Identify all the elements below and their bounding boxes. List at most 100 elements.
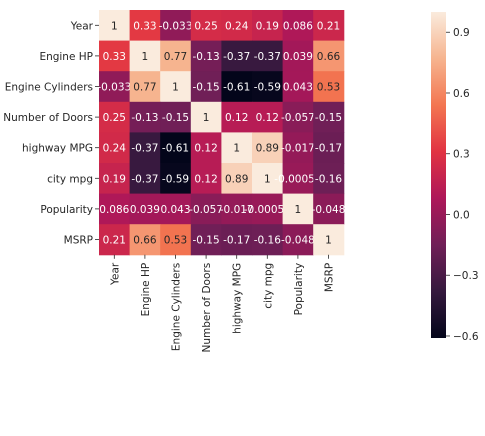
cell-value-label: 1 — [295, 204, 302, 216]
cell-value-label: 0.043 — [160, 204, 190, 216]
heatmap-cell — [99, 40, 131, 72]
cell-value-label: -0.15 — [193, 235, 220, 247]
heatmap-cell — [160, 193, 192, 225]
colorbar-tick-label: 0.6 — [453, 88, 470, 100]
heatmap-cell — [99, 71, 131, 103]
colorbar-tick-label: −0.3 — [453, 270, 479, 282]
cell-value-label: 0.24 — [225, 20, 249, 32]
heatmap-cell — [129, 101, 161, 133]
heatmap-cell — [313, 10, 345, 42]
y-tick-label: Number of Doors — [3, 112, 93, 124]
heatmap-cell — [160, 101, 192, 133]
heatmap-cell — [313, 193, 345, 225]
heatmap-cell — [221, 224, 253, 256]
heatmap-cell — [252, 40, 284, 72]
x-tick-label: MSRP — [324, 263, 336, 292]
heatmap-cell — [282, 40, 314, 72]
heatmap-cell — [190, 40, 222, 72]
heatmap-cell — [129, 40, 161, 72]
heatmap-cell — [190, 132, 222, 164]
heatmap-cell — [160, 40, 192, 72]
heatmap-cells: 1 0.33 -0.033 0.25 0.24 0.19 0.086 0.210.33 1 0.7… — [97, 10, 346, 256]
heatmap-cell — [221, 193, 253, 225]
heatmap-cell — [252, 71, 284, 103]
cell-value-label: 1 — [203, 112, 210, 124]
cell-value-label: -0.033 — [97, 82, 131, 94]
heatmap-cell — [221, 71, 253, 103]
heatmap-cell — [99, 101, 131, 133]
y-tick-label: city mpg — [47, 173, 93, 185]
cell-value-label: -0.61 — [223, 82, 250, 94]
cell-value-label: 0.086 — [99, 204, 129, 216]
heatmap-cell — [252, 10, 284, 42]
x-tick-label: Engine HP — [140, 263, 152, 317]
colorbar-tick-label: 0.9 — [453, 27, 470, 39]
x-tick-label: Popularity — [293, 263, 305, 316]
heatmap-cell — [129, 71, 161, 103]
heatmap-cell — [160, 71, 192, 103]
heatmap-cell — [99, 10, 131, 42]
heatmap-cell — [160, 10, 192, 42]
cell-value-label: -0.16 — [315, 173, 342, 185]
cell-value-label: 0.53 — [164, 235, 187, 247]
cell-value-label: -0.59 — [162, 173, 189, 185]
cell-value-label: 0.21 — [103, 235, 126, 247]
cell-value-label: 0.043 — [283, 82, 313, 94]
heatmap-cell — [190, 71, 222, 103]
heatmap-cell — [129, 193, 161, 225]
heatmap-cell — [313, 132, 345, 164]
cell-value-label: -0.15 — [162, 112, 189, 124]
y-tick-label: MSRP — [64, 235, 93, 247]
heatmap-cell — [282, 132, 314, 164]
colorbar-tick-label: 0.3 — [453, 149, 470, 161]
heatmap-cell — [190, 224, 222, 256]
heatmap-cell — [313, 71, 345, 103]
cell-value-label: 1 — [325, 235, 332, 247]
cell-value-label: 1 — [142, 51, 149, 63]
heatmap-cell — [129, 163, 161, 195]
cell-value-label: 0.19 — [103, 173, 126, 185]
heatmap-cell — [129, 10, 161, 42]
heatmap-cell — [252, 132, 284, 164]
cell-value-label: -0.048 — [281, 235, 315, 247]
heatmap-cell — [99, 224, 131, 256]
cell-value-label: 0.89 — [256, 143, 279, 155]
cell-value-label: 0.89 — [225, 173, 248, 185]
heatmap-cell — [313, 224, 345, 256]
x-tick-label: city mpg — [262, 263, 274, 309]
colorbar-ticks: 0.9 0.6 0.3 0.0 −0.3 −0.6 — [446, 27, 479, 343]
x-tick-label: Engine Cylinders — [171, 263, 183, 351]
cell-value-label: 0.12 — [194, 143, 217, 155]
cell-value-label: 0.039 — [130, 204, 160, 216]
cell-value-label: 0.33 — [103, 51, 126, 63]
cell-value-label: -0.13 — [131, 112, 158, 124]
heatmap-cell — [252, 163, 284, 195]
cell-value-label: -0.15 — [315, 112, 342, 124]
cell-value-label: -0.048 — [312, 204, 346, 216]
heatmap-cell — [221, 40, 253, 72]
colorbar-tick-label: 0.0 — [453, 209, 470, 221]
colorbar — [431, 12, 446, 338]
heatmap-cell — [190, 193, 222, 225]
cell-value-label: -0.16 — [254, 235, 281, 247]
cell-value-label: -0.13 — [193, 51, 220, 63]
cell-value-label: -0.59 — [254, 82, 281, 94]
heatmap-cell — [282, 193, 314, 225]
cell-value-label: -0.37 — [223, 51, 250, 63]
cell-value-label: -0.37 — [254, 51, 281, 63]
colorbar-tick-label: −0.6 — [453, 331, 479, 343]
cell-value-label: 1 — [264, 173, 271, 185]
y-tick-label: Year — [70, 20, 94, 32]
cell-value-label: 0.66 — [133, 235, 157, 247]
heatmap-cell — [160, 163, 192, 195]
y-tick-label: Popularity — [40, 204, 93, 216]
x-tick-label: Number of Doors — [201, 263, 213, 353]
cell-value-label: -0.017 — [220, 204, 254, 216]
heatmap-cell — [313, 101, 345, 133]
x-tick-label: highway MPG — [232, 263, 244, 334]
cell-value-label: 0.66 — [317, 51, 341, 63]
y-tick-label: highway MPG — [22, 143, 93, 155]
cell-value-label: -0.057 — [281, 112, 315, 124]
cell-value-label: -0.033 — [159, 20, 193, 32]
